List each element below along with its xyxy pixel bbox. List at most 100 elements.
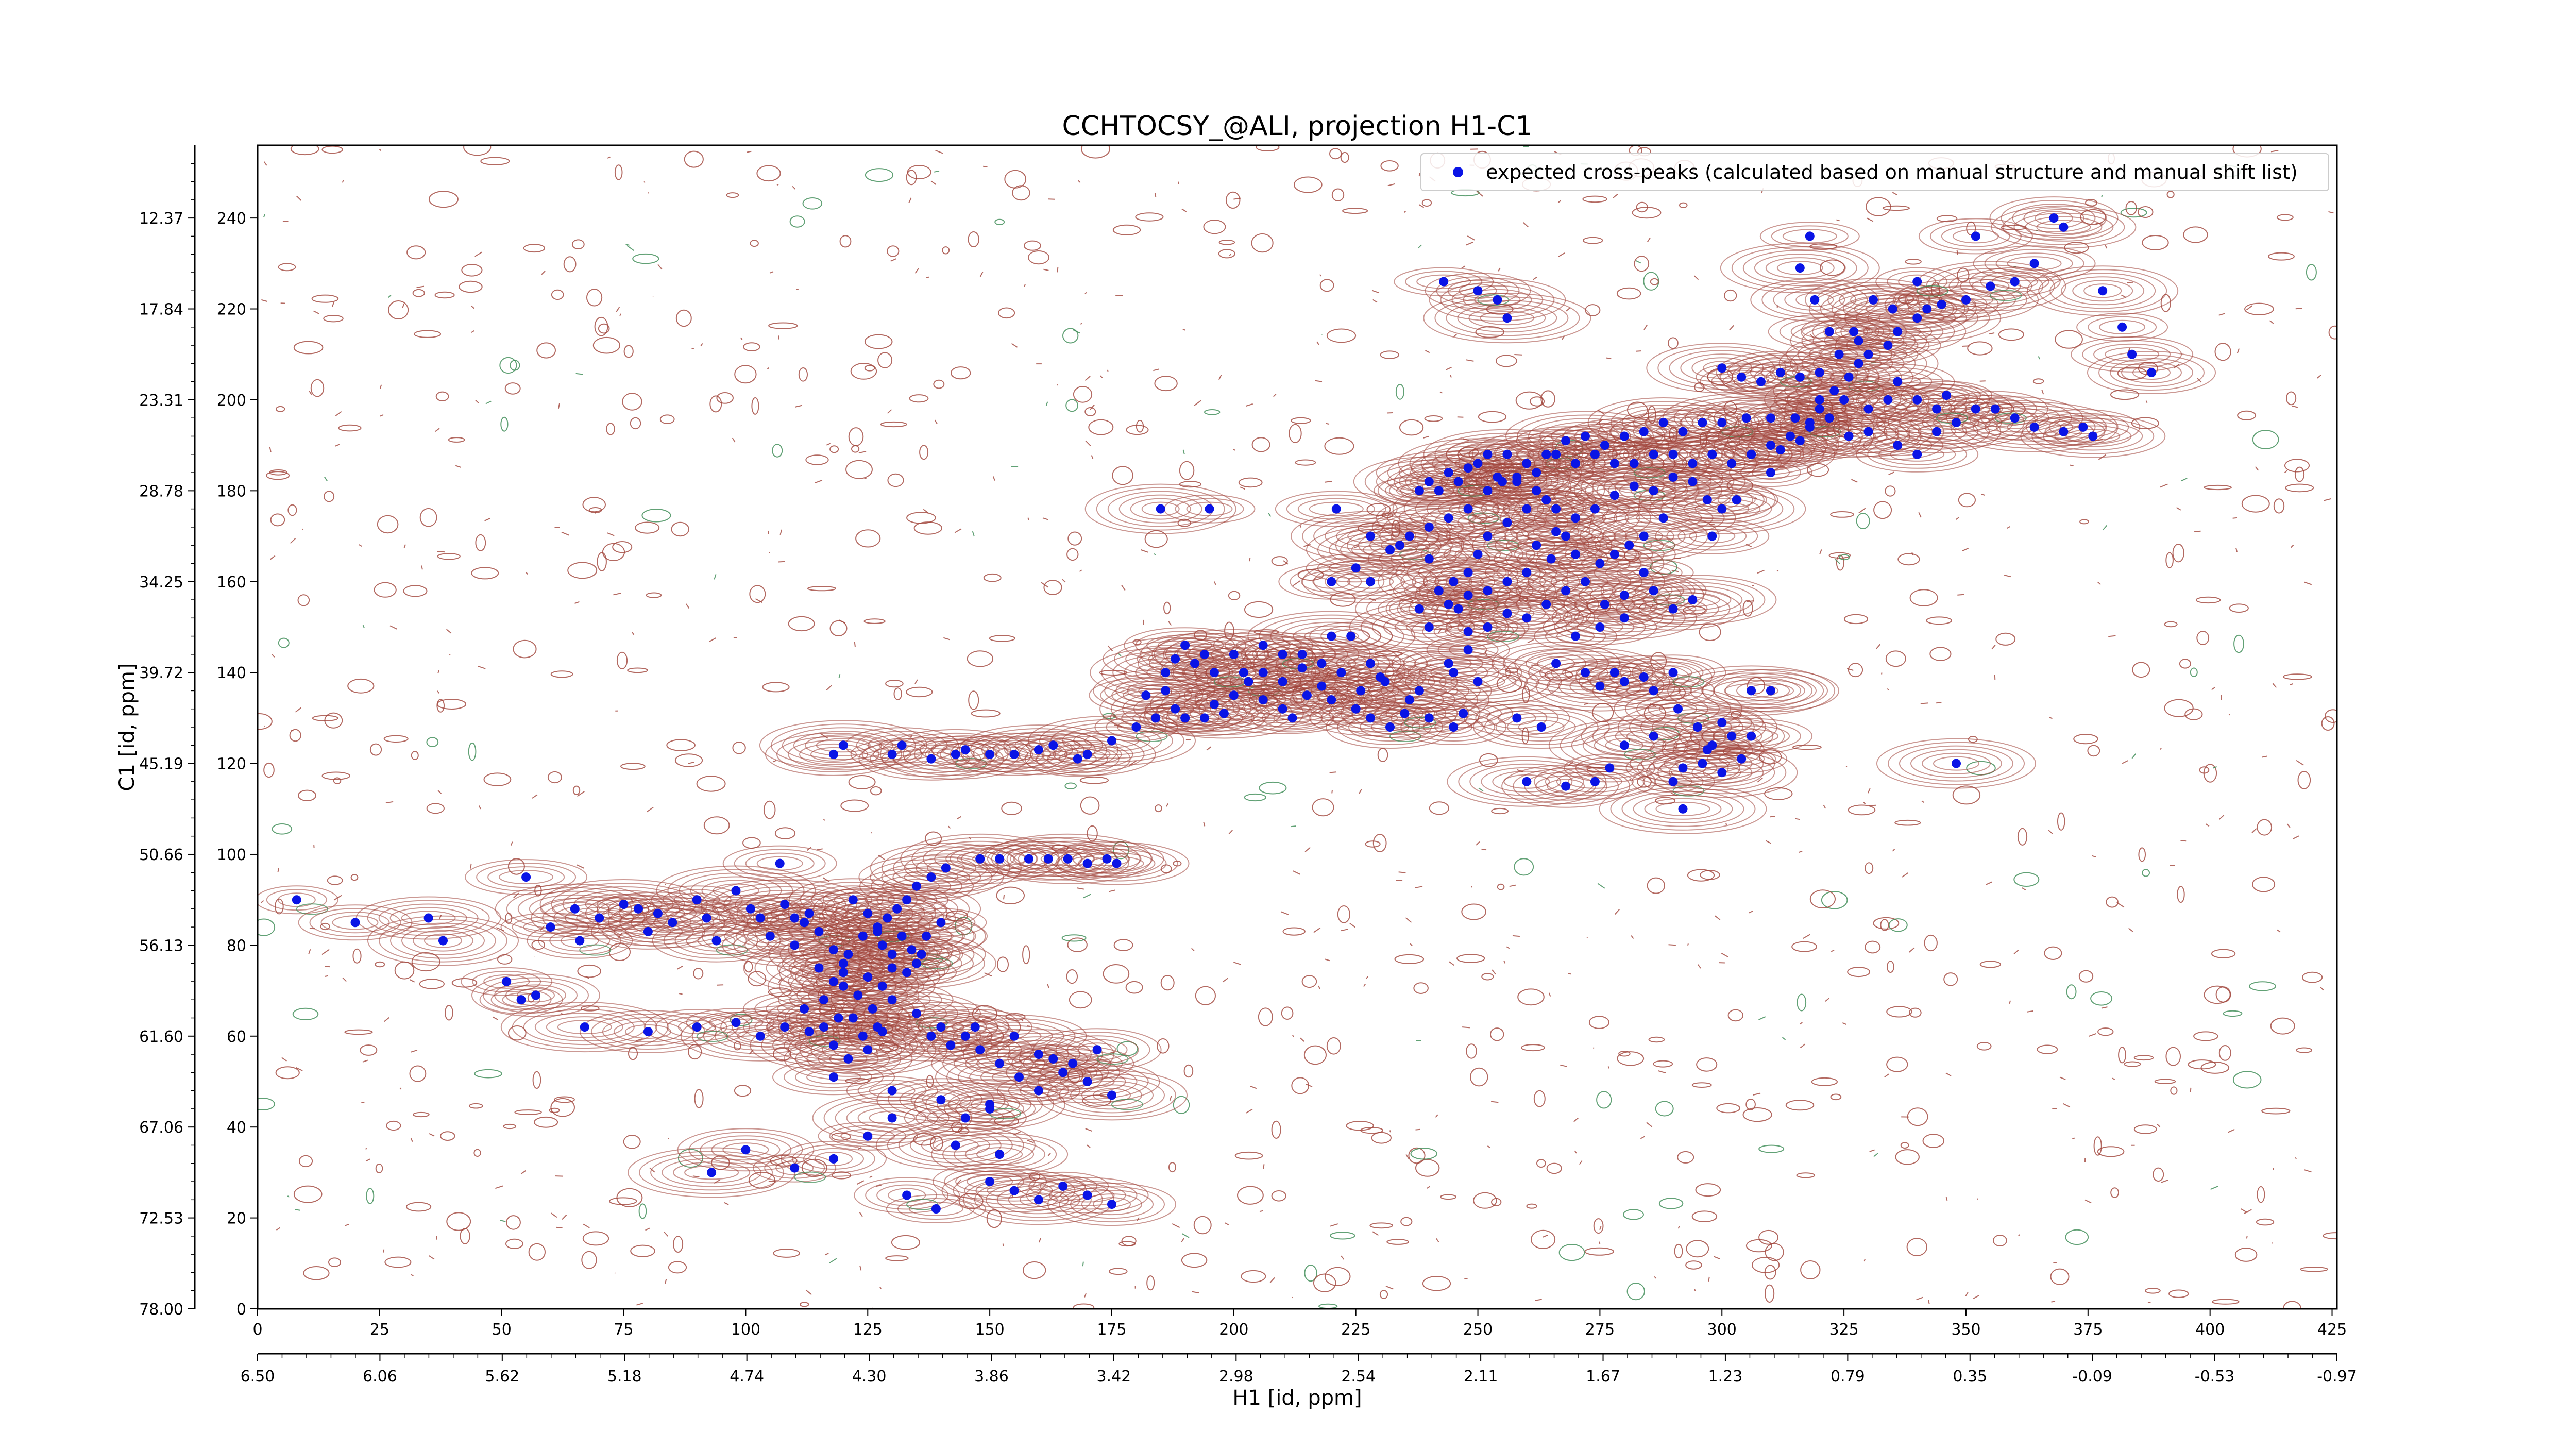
noise-contour [890, 258, 897, 262]
cross-peak-marker [1190, 659, 1199, 668]
noise-contour [1825, 998, 1829, 1002]
noise-contour [2320, 986, 2324, 991]
cross-peak-marker [2029, 422, 2039, 432]
noise-contour [1117, 653, 1122, 656]
noise-contour [1113, 939, 1133, 951]
peak-contour [892, 850, 999, 886]
noise-contour [838, 674, 841, 678]
noise-contour [1798, 850, 1803, 853]
noise-contour [2214, 343, 2231, 361]
cross-peak-marker [1200, 713, 1209, 723]
peak-contour [1609, 666, 1679, 688]
noise-contour [475, 399, 479, 403]
peak-contour [1644, 798, 1722, 820]
noise-contour [377, 515, 399, 534]
noise-contour [1753, 1092, 1761, 1096]
noise-contour [620, 763, 646, 770]
peak-contour [1397, 591, 1520, 627]
noise-contour [1658, 1198, 1684, 1209]
cross-peak-marker [1668, 472, 1678, 482]
cross-peak-marker [1561, 781, 1571, 791]
noise-contour [1668, 337, 1679, 349]
peak-contour [871, 871, 962, 901]
noise-contour [930, 180, 937, 186]
peak-contour [1641, 745, 1764, 782]
cross-peak-marker [1888, 304, 1897, 314]
cross-peak-marker [1932, 427, 1942, 436]
noise-contour [1691, 1210, 1718, 1222]
noise-contour [362, 625, 365, 629]
noise-contour [1155, 804, 1162, 813]
peak-contour [954, 1140, 1046, 1169]
peak-contour [1533, 763, 1656, 800]
cross-peak-marker [531, 990, 540, 1000]
noise-contour [1697, 964, 1701, 969]
peak-contour [500, 1002, 669, 1053]
noise-contour [638, 1203, 647, 1219]
noise-contour [647, 806, 654, 813]
noise-contour [1977, 1198, 1979, 1200]
cross-peak-marker [897, 931, 907, 941]
peak-contour [1495, 436, 1618, 473]
cross-peak-marker [1541, 599, 1551, 609]
noise-contour [2166, 191, 2175, 198]
noise-contour [1558, 252, 1565, 257]
cross-peak-marker [1834, 349, 1844, 359]
noise-contour [275, 1066, 300, 1080]
x-axis-label: H1 [id, ppm] [1232, 1386, 1362, 1410]
noise-contour [2063, 1103, 2071, 1108]
peak-contour [846, 1103, 938, 1133]
noise-contour [948, 825, 951, 829]
noise-contour [1238, 477, 1263, 488]
noise-contour [1399, 419, 1424, 436]
peak-contour [936, 747, 975, 762]
noise-contour [1103, 964, 1130, 984]
cross-peak-marker [1048, 1054, 1058, 1064]
peak-contour [1636, 511, 1691, 526]
noise-contour [1045, 401, 1048, 406]
cross-peak-marker [668, 918, 677, 928]
cross-peak-marker [1668, 449, 1678, 459]
noise-contour [1027, 1139, 1034, 1143]
noise-contour [272, 653, 275, 658]
noise-contour [2257, 1186, 2265, 1203]
cross-peak-marker [1449, 722, 1459, 732]
x-tick-label: 100 [731, 1321, 760, 1339]
cross-peak-marker [863, 1045, 873, 1055]
peak-contour [1941, 225, 2010, 247]
noise-contour [536, 342, 556, 359]
noise-contour [2137, 206, 2154, 218]
peak-contour [1540, 582, 1669, 626]
peak-contour [1598, 663, 1690, 692]
peak-contour [1335, 667, 1435, 696]
noise-contour [914, 268, 919, 274]
peak-contour [1551, 425, 1620, 447]
peak-contour [1472, 705, 1610, 749]
noise-contour [826, 443, 831, 446]
noise-contour [1607, 1066, 1610, 1069]
cross-peak-marker [1532, 486, 1541, 496]
cross-peak-marker [1609, 668, 1619, 678]
noise-contour [1271, 556, 1288, 566]
noise-contour [2249, 981, 2276, 991]
noise-contour [968, 231, 979, 247]
peak-contour [1459, 283, 1497, 298]
y-tick-label: 60 [227, 1028, 246, 1046]
noise-contour [389, 625, 398, 630]
peak-contour [1039, 719, 1184, 763]
peak-contour [1492, 770, 1562, 793]
noise-contour [1329, 148, 1342, 160]
x-ppm-tick-label: 0.79 [1831, 1368, 1865, 1386]
noise-contour [1042, 517, 1048, 520]
noise-contour [1821, 891, 1848, 909]
noise-contour [342, 977, 347, 982]
cross-peak-marker [1502, 577, 1512, 586]
noise-contour [1066, 969, 1078, 984]
cross-peak-marker [1473, 549, 1483, 559]
noise-contour [1795, 818, 1800, 820]
noise-contour [550, 1098, 575, 1117]
noise-contour [575, 373, 584, 375]
cross-peak-marker [1609, 491, 1619, 500]
cross-peak-marker [731, 1018, 741, 1027]
